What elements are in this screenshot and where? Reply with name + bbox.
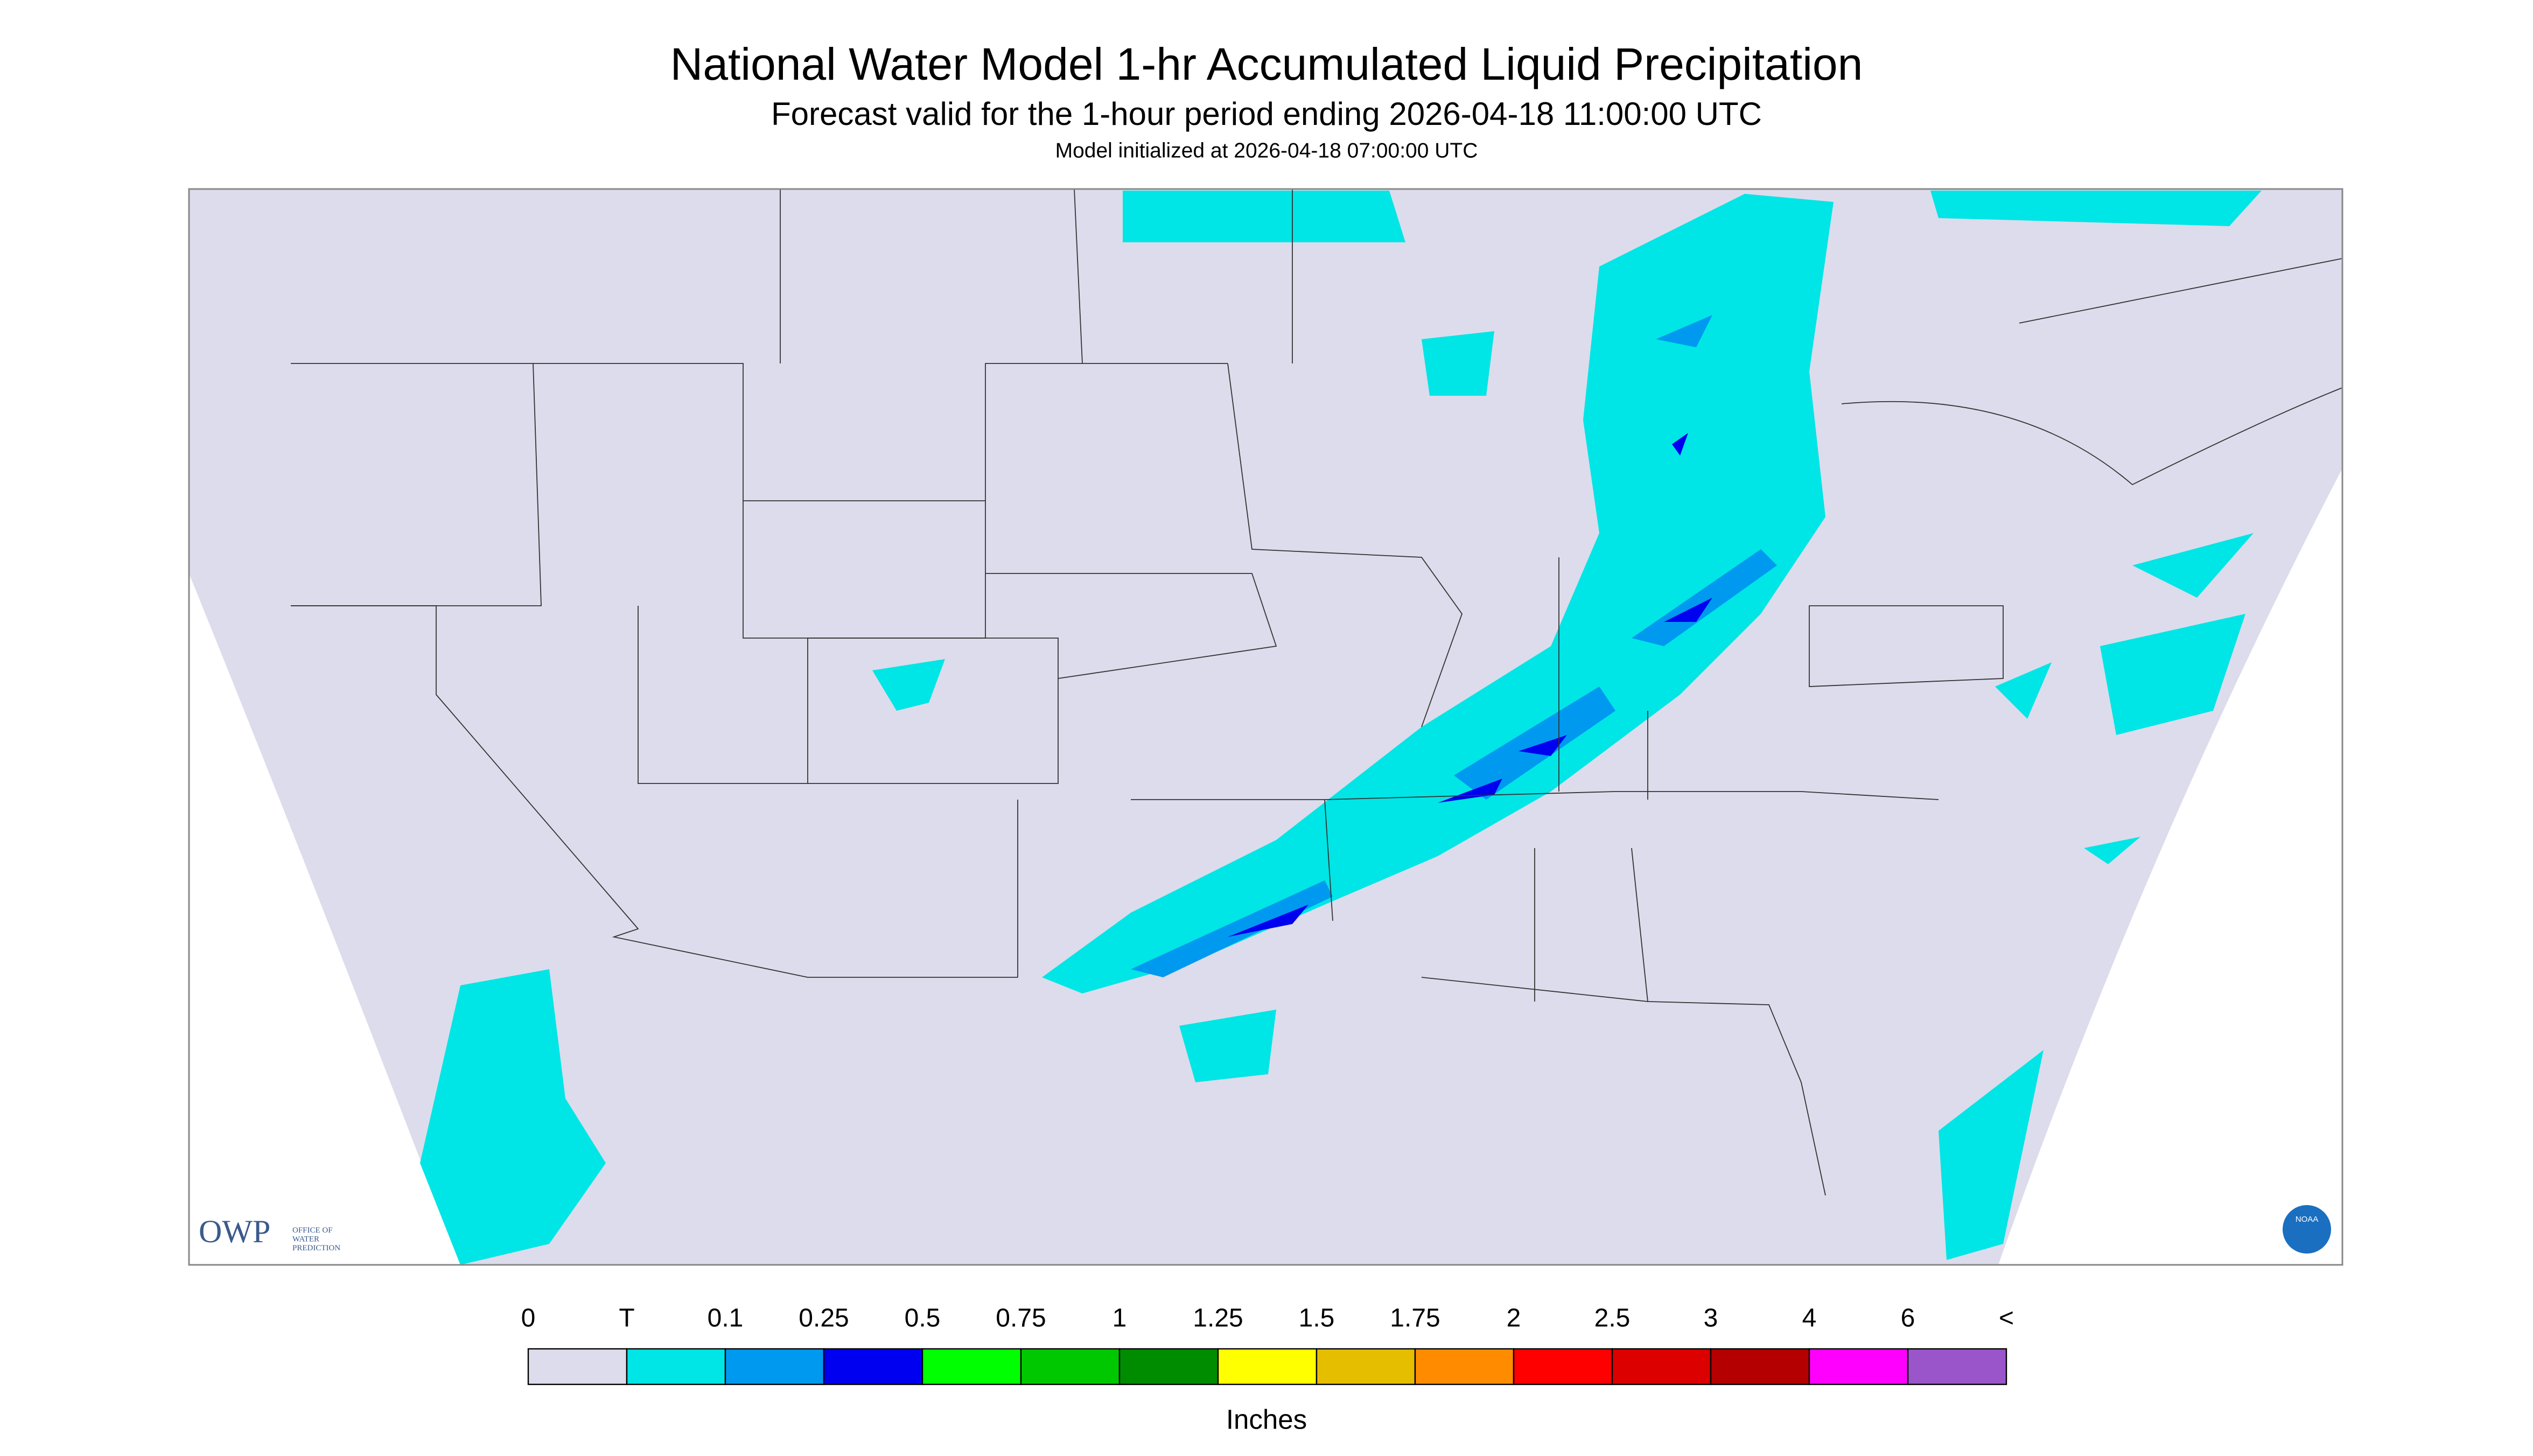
projection-edge	[189, 573, 460, 1265]
legend-swatch	[724, 1348, 825, 1385]
legend-swatch	[527, 1348, 628, 1385]
subtitle: Forecast valid for the 1-hour period end…	[771, 96, 1762, 132]
legend-swatch	[1710, 1348, 1810, 1385]
legend: Inches 0 T 0.1 0.25 0.5 0.75 1 1.25 1.5 1.75 2 2.5 3…	[521, 1304, 2014, 1435]
owp-logo-line: PREDICTION	[292, 1244, 340, 1252]
legend-label: 1.75	[1390, 1304, 1440, 1333]
projection-edge	[1998, 468, 2342, 1265]
noaa-logo-text: NOAA	[2296, 1215, 2319, 1224]
owp-logo-line: WATER	[292, 1235, 319, 1244]
legend-swatch	[1907, 1348, 2007, 1385]
legend-swatch	[1808, 1348, 1909, 1385]
legend-unit: Inches	[1226, 1404, 1307, 1434]
legend-label: 1	[1112, 1304, 1127, 1333]
init-time: Model initialized at 2026-04-18 07:00:00…	[1055, 139, 1478, 162]
precip-moderate	[1228, 433, 1712, 937]
owp-logo-line: OFFICE OF	[292, 1226, 333, 1235]
title: National Water Model 1-hr Accumulated Li…	[670, 39, 1863, 89]
precip-trace	[420, 191, 2262, 1265]
legend-label: 3	[1704, 1304, 1718, 1333]
legend-label: 0.1	[708, 1304, 744, 1333]
legend-label: 0.5	[905, 1304, 941, 1333]
map-frame	[188, 188, 2343, 1266]
legend-swatch	[1316, 1348, 1416, 1385]
legend-swatch	[823, 1348, 923, 1385]
legend-label: T	[619, 1304, 634, 1333]
precip-light	[1131, 315, 1777, 978]
legend-swatch	[626, 1348, 726, 1385]
legend-swatch	[921, 1348, 1022, 1385]
legend-label: 2.5	[1594, 1304, 1631, 1333]
legend-swatch	[1513, 1348, 1613, 1385]
legend-label: 2	[1507, 1304, 1521, 1333]
legend-label: 4	[1802, 1304, 1817, 1333]
owp-logo: OWP	[199, 1214, 270, 1249]
legend-label: 6	[1901, 1304, 1915, 1333]
legend-label: 1.5	[1299, 1304, 1335, 1333]
legend-swatch	[1611, 1348, 1712, 1385]
legend-swatch	[1217, 1348, 1318, 1385]
legend-swatch	[1020, 1348, 1121, 1385]
legend-label: 0.25	[799, 1304, 849, 1333]
legend-label: 1.25	[1193, 1304, 1243, 1333]
legend-swatch	[1118, 1348, 1219, 1385]
legend-label: 0.75	[996, 1304, 1046, 1333]
noaa-logo	[2283, 1205, 2331, 1254]
legend-label: <	[1999, 1304, 2014, 1333]
legend-label: 0	[521, 1304, 536, 1333]
legend-swatch	[1414, 1348, 1515, 1385]
